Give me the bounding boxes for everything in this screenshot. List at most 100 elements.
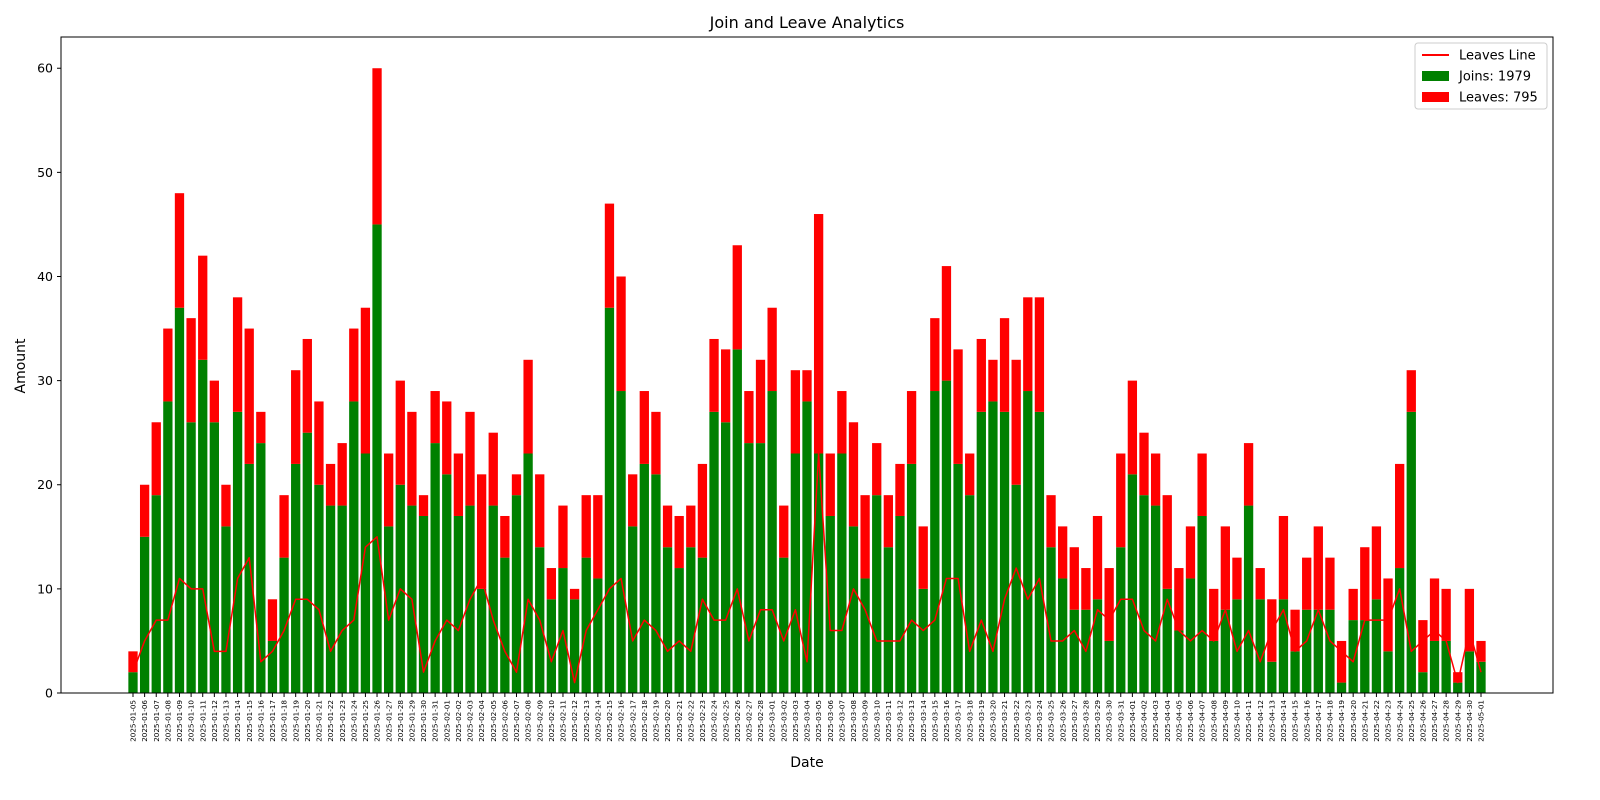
x-tick-label: 2025-03-13 bbox=[907, 700, 916, 742]
leaves-bar bbox=[407, 411, 417, 506]
leaves-bar bbox=[639, 391, 649, 464]
x-tick-label: 2025-04-13 bbox=[1267, 700, 1276, 742]
leaves-bar bbox=[198, 255, 208, 360]
joins-bar bbox=[1464, 651, 1475, 693]
y-tick-label: 10 bbox=[37, 581, 53, 596]
joins-bar bbox=[418, 515, 429, 693]
leaves-bar bbox=[1453, 672, 1463, 683]
leaves-bar bbox=[651, 411, 661, 475]
joins-bar bbox=[697, 557, 708, 693]
leaves-bar bbox=[1220, 526, 1230, 610]
x-tick-label: 2025-01-09 bbox=[175, 700, 184, 742]
joins-bar bbox=[360, 453, 371, 693]
x-tick-label: 2025-03-06 bbox=[826, 700, 835, 742]
joins-bar bbox=[1302, 609, 1312, 693]
joins-bar bbox=[209, 422, 219, 693]
x-tick-label: 2025-01-12 bbox=[210, 700, 219, 742]
x-tick-label: 2025-04-04 bbox=[1163, 700, 1172, 742]
joins-bar bbox=[337, 505, 347, 693]
joins-bar bbox=[221, 526, 231, 693]
joins-bar bbox=[593, 578, 603, 693]
joins-bar bbox=[639, 463, 649, 693]
x-tick-label: 2025-01-13 bbox=[222, 700, 231, 742]
leaves-bar bbox=[593, 495, 603, 579]
joins-bar bbox=[1058, 578, 1068, 693]
x-tick-label: 2025-03-12 bbox=[896, 700, 905, 742]
x-tick-label: 2025-02-23 bbox=[698, 700, 707, 742]
joins-bar bbox=[139, 536, 150, 693]
x-tick-label: 2025-03-02 bbox=[779, 700, 788, 742]
joins-bar bbox=[965, 495, 975, 693]
y-tick-label: 0 bbox=[45, 686, 53, 701]
leaves-bar bbox=[349, 328, 359, 402]
x-tick-label: 2025-04-05 bbox=[1174, 700, 1183, 742]
x-tick-label: 2025-03-30 bbox=[1105, 700, 1114, 742]
leaves-bar bbox=[1371, 526, 1382, 600]
x-tick-label: 2025-03-10 bbox=[872, 700, 881, 742]
joins-bar bbox=[732, 349, 742, 693]
joins-bar bbox=[802, 401, 812, 693]
x-tick-label: 2025-03-31 bbox=[1116, 700, 1125, 742]
joins-bar bbox=[1325, 609, 1335, 693]
legend-label: Joins: 1979 bbox=[1458, 70, 1531, 85]
joins-bar bbox=[314, 484, 324, 693]
joins-bar bbox=[128, 672, 138, 693]
x-tick-label: 2025-03-07 bbox=[837, 700, 846, 742]
leaves-bar bbox=[883, 495, 893, 548]
x-tick-label: 2025-01-15 bbox=[245, 700, 254, 742]
leaves-line bbox=[132, 452, 1482, 684]
x-tick-label: 2025-04-18 bbox=[1326, 700, 1335, 742]
joins-bar bbox=[1046, 547, 1056, 693]
x-tick-label: 2025-02-11 bbox=[559, 700, 568, 742]
leaves-bar bbox=[779, 505, 789, 558]
x-tick-label: 2025-04-17 bbox=[1314, 700, 1323, 742]
joins-bar bbox=[1220, 609, 1230, 693]
leaves-bar bbox=[930, 318, 940, 392]
x-tick-label: 2025-03-15 bbox=[930, 700, 939, 742]
joins-bar bbox=[825, 515, 835, 693]
y-tick-label: 30 bbox=[37, 373, 53, 388]
leaves-bar bbox=[1290, 609, 1300, 652]
joins-bar bbox=[1395, 568, 1405, 693]
x-tick-label: 2025-03-22 bbox=[1012, 700, 1021, 742]
leaves-bar bbox=[976, 338, 986, 412]
joins-bar bbox=[1336, 682, 1347, 693]
joins-bar bbox=[546, 599, 556, 693]
x-tick-label: 2025-03-23 bbox=[1023, 700, 1032, 742]
joins-bar bbox=[511, 495, 522, 693]
x-tick-label: 2025-03-18 bbox=[965, 700, 974, 742]
y-tick-label: 20 bbox=[37, 477, 53, 492]
x-tick-label: 2025-04-24 bbox=[1395, 700, 1404, 742]
x-tick-label: 2025-03-14 bbox=[919, 700, 928, 742]
x-tick-label: 2025-01-28 bbox=[396, 700, 405, 742]
x-tick-label: 2025-02-09 bbox=[535, 700, 544, 742]
x-tick-label: 2025-04-19 bbox=[1337, 700, 1346, 742]
leaves-bar bbox=[279, 495, 289, 558]
joins-bar bbox=[628, 526, 638, 693]
x-tick-label: 2025-03-16 bbox=[942, 700, 951, 742]
joins-bar bbox=[1232, 599, 1242, 693]
joins-bar bbox=[860, 578, 870, 693]
x-tick-label: 2025-02-20 bbox=[663, 700, 672, 742]
x-tick-label: 2025-04-16 bbox=[1302, 700, 1311, 742]
joins-bar bbox=[1139, 495, 1149, 693]
leaves-bar bbox=[953, 349, 963, 464]
x-tick-label: 2025-03-09 bbox=[861, 700, 870, 742]
joins-bar bbox=[163, 401, 173, 693]
leaves-bar bbox=[1383, 578, 1393, 652]
x-tick-label: 2025-02-28 bbox=[756, 700, 765, 742]
x-tick-label: 2025-02-18 bbox=[640, 700, 649, 742]
leaves-bar bbox=[1360, 547, 1370, 621]
joins-bar bbox=[1360, 620, 1370, 693]
joins-bar bbox=[1441, 640, 1451, 693]
leaves-bar bbox=[1418, 620, 1428, 673]
joins-bar bbox=[918, 588, 928, 693]
leaves-bar bbox=[1476, 640, 1486, 662]
joins-bar bbox=[1104, 640, 1114, 693]
x-tick-label: 2025-03-19 bbox=[977, 700, 986, 742]
x-tick-label: 2025-01-14 bbox=[233, 700, 242, 742]
leaves-bar bbox=[488, 432, 498, 506]
leaves-bar bbox=[744, 391, 754, 444]
joins-bar bbox=[744, 443, 754, 693]
legend: Leaves Line Joins: 1979 Leaves: 795 bbox=[1414, 42, 1548, 110]
